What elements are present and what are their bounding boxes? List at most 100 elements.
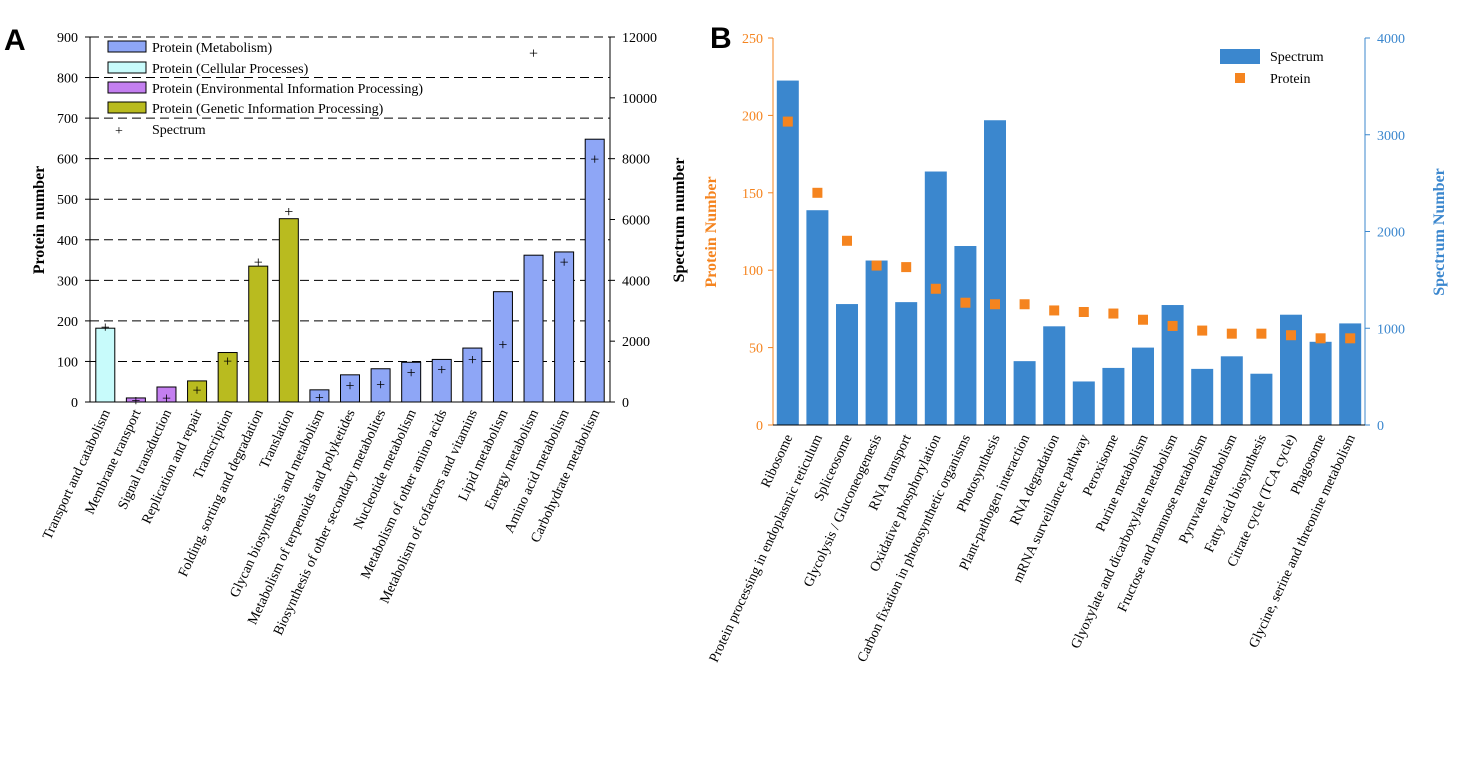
panel-b-axes xyxy=(772,38,1366,426)
legend-swatch-metabolism xyxy=(107,40,147,53)
protein-marker xyxy=(960,297,971,308)
protein-marker xyxy=(1049,305,1060,316)
y-tick-label: 700 xyxy=(57,112,78,127)
spectrum-bar xyxy=(1250,373,1273,425)
legend-label-spectrum: Spectrum xyxy=(152,123,206,138)
spectrum-bar xyxy=(984,120,1006,426)
spectrum-bar xyxy=(865,260,888,425)
panel-b-letter: B xyxy=(710,22,732,55)
y-tick-label: 300 xyxy=(57,274,78,289)
spectrum-marker: + xyxy=(560,255,569,272)
spectrum-bar xyxy=(895,302,918,425)
panel-a-ylabel: Protein number xyxy=(31,166,48,275)
protein-marker xyxy=(1167,320,1178,331)
y-tick-label: 200 xyxy=(57,315,78,330)
spectrum-bar xyxy=(1309,341,1332,425)
spectrum-bar xyxy=(1132,347,1154,425)
panel-a-bars xyxy=(95,138,605,403)
panel-a-y-ticks: 0 100 200 300 400 500 600 700 800 900 xyxy=(57,31,90,411)
panel-b-legend: Spectrum Protein xyxy=(1220,49,1324,87)
spectrum-marker: + xyxy=(254,255,263,272)
spectrum-bar xyxy=(924,171,947,425)
spectrum-marker: + xyxy=(498,337,507,354)
y-tick-label: 400 xyxy=(57,234,78,249)
legend-label-protein-b: Protein xyxy=(1270,72,1310,87)
spectrum-marker: + xyxy=(407,365,416,382)
spectrum-marker: + xyxy=(468,352,477,369)
spectrum-bar xyxy=(1220,356,1243,425)
legend-label-genetic: Protein (Genetic Information Processing) xyxy=(152,102,384,117)
legend-label-environmental: Protein (Environmental Information Proce… xyxy=(152,82,423,97)
legend-swatch-cellular xyxy=(107,61,147,74)
y2-tick-label: 2000 xyxy=(622,335,650,350)
spectrum-bar xyxy=(1013,361,1036,425)
y-tick-label: 500 xyxy=(57,193,78,208)
spectrum-bar xyxy=(1161,305,1184,425)
panel-a-legend: Protein (Metabolism) Protein (Cellular P… xyxy=(107,40,423,139)
panel-a-y2label: Spectrum number xyxy=(671,158,688,283)
legend-label-metabolism: Protein (Metabolism) xyxy=(152,41,272,56)
y-tick-label: 600 xyxy=(57,153,78,168)
protein-marker xyxy=(871,260,882,271)
protein-marker xyxy=(1138,314,1148,325)
legend-swatch-environmental xyxy=(107,81,147,94)
spectrum-marker: + xyxy=(223,354,232,371)
protein-marker xyxy=(1256,328,1267,339)
protein-marker xyxy=(1108,308,1119,319)
protein-bar xyxy=(95,327,116,403)
y2-tick-label: 8000 xyxy=(622,153,650,168)
protein-marker xyxy=(842,235,852,246)
spectrum-marker: + xyxy=(284,204,293,221)
spectrum-marker: + xyxy=(131,393,140,410)
y-tick-label: 0 xyxy=(756,419,763,434)
y2-tick-label: 0 xyxy=(1377,419,1384,434)
protein-marker xyxy=(990,299,1000,310)
panel-b-bars xyxy=(776,80,1362,426)
spectrum-marker: + xyxy=(376,377,385,394)
spectrum-bar xyxy=(1339,323,1362,425)
spectrum-bar xyxy=(776,80,799,425)
legend-label-spectrum-b: Spectrum xyxy=(1270,50,1324,65)
spectrum-bar xyxy=(1280,314,1302,425)
spectrum-marker: + xyxy=(345,378,354,395)
panel-b-y2label: Spectrum Number xyxy=(1431,168,1448,296)
spectrum-bar xyxy=(1102,367,1125,425)
protein-marker xyxy=(1286,330,1296,341)
y-tick-label: 100 xyxy=(57,355,78,370)
panel-a-grid xyxy=(90,36,610,362)
y-tick-label: 900 xyxy=(57,31,78,46)
legend-marker-spectrum: + xyxy=(115,124,123,139)
legend-swatch-spectrum-b xyxy=(1220,49,1260,64)
y2-tick-label: 1000 xyxy=(1377,322,1405,337)
protein-bar xyxy=(523,254,544,403)
legend-label-cellular: Protein (Cellular Processes) xyxy=(152,62,309,77)
y-tick-label: 250 xyxy=(742,32,763,47)
spectrum-marker: + xyxy=(193,382,202,399)
y-tick-label: 800 xyxy=(57,72,78,87)
legend-swatch-genetic xyxy=(107,101,147,114)
spectrum-marker: + xyxy=(315,390,324,407)
spectrum-marker: + xyxy=(590,151,599,168)
y2-tick-label: 4000 xyxy=(622,274,650,289)
legend-swatch-protein-b xyxy=(1235,73,1245,83)
y2-tick-label: 0 xyxy=(622,396,629,411)
panel-a-letter: A xyxy=(4,24,26,57)
panel-b-ylabel: Protein Number xyxy=(703,176,720,287)
spectrum-bar xyxy=(836,304,858,425)
y2-tick-label: 12000 xyxy=(622,31,657,46)
spectrum-bar xyxy=(806,210,829,425)
spectrum-marker: + xyxy=(101,319,110,336)
spectrum-bar xyxy=(1191,368,1214,425)
spectrum-bar xyxy=(1043,326,1066,425)
panel-b-protein-markers xyxy=(782,116,1356,344)
panel-a-y2-ticks: 0 2000 4000 6000 8000 10000 12000 xyxy=(610,31,657,411)
spectrum-marker: + xyxy=(162,390,171,407)
panel-a-spectrum-markers: + + + + + + + + + + + + + + + + + xyxy=(101,46,599,410)
y2-tick-label: 3000 xyxy=(1377,129,1405,144)
protein-marker xyxy=(812,187,823,198)
protein-marker xyxy=(1226,328,1237,339)
protein-marker xyxy=(901,262,912,273)
